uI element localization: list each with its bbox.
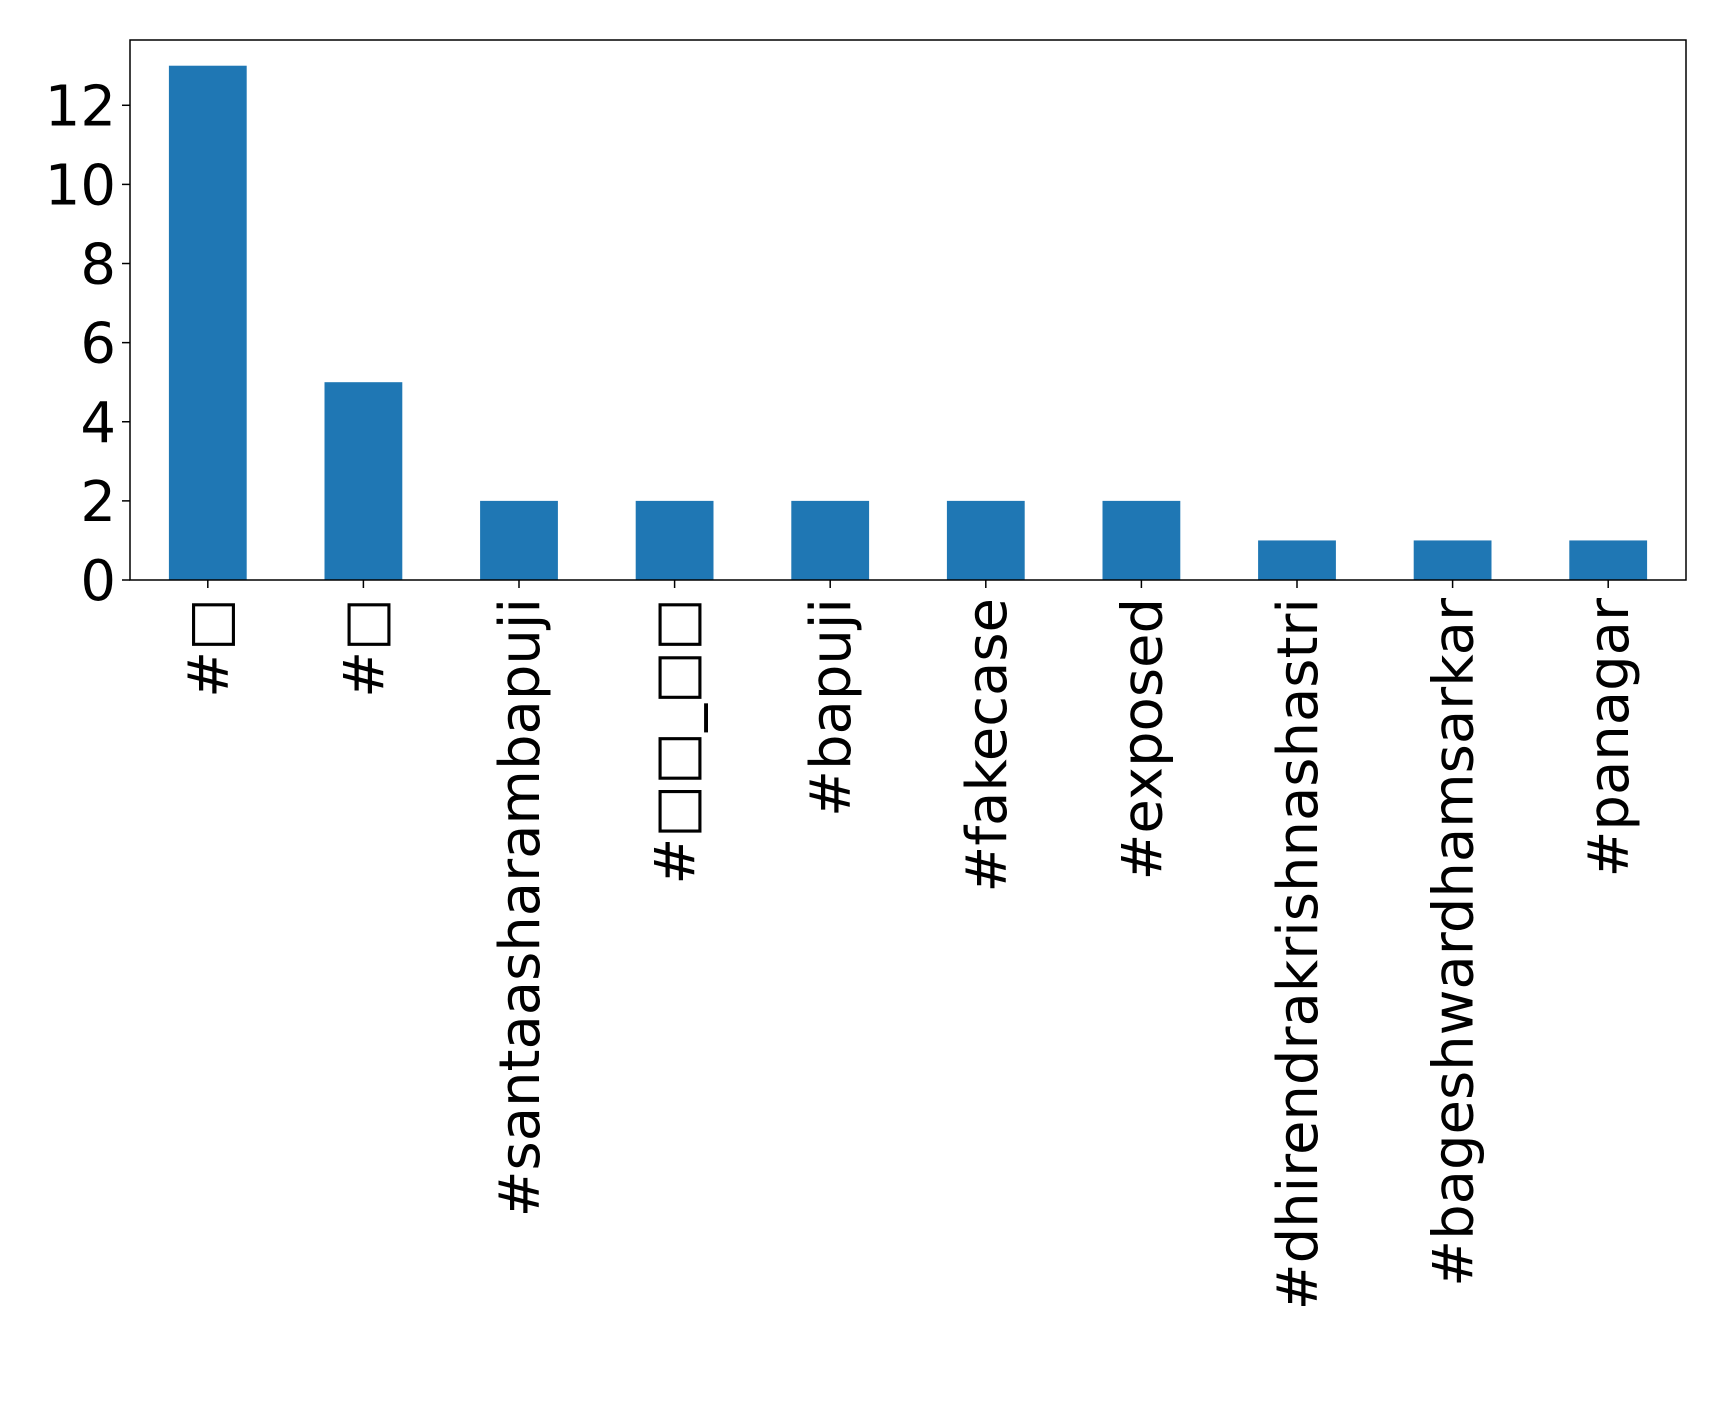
y-tick-label: 12 bbox=[45, 74, 116, 139]
x-tick-label: #exposed bbox=[1110, 598, 1175, 881]
y-tick-label: 0 bbox=[80, 549, 116, 614]
x-tick-label: #dhirendrakrishnashastri bbox=[1266, 598, 1331, 1310]
bar bbox=[168, 65, 247, 580]
y-axis: 0 2 4 6 8 10 12 bbox=[45, 74, 130, 614]
x-tick-label: #bapuji bbox=[799, 598, 864, 817]
x-tick-label: #fakecase bbox=[955, 598, 1020, 893]
bar bbox=[791, 500, 870, 580]
bar bbox=[324, 382, 403, 580]
y-tick-label: 2 bbox=[80, 470, 116, 535]
y-tick-label: 6 bbox=[80, 312, 116, 377]
x-axis: #□ #□ #santaasharambapuji #□□_□□ #bapuji #fak… bbox=[177, 580, 1642, 1310]
y-tick-label: 8 bbox=[80, 233, 116, 298]
y-tick-label: 10 bbox=[45, 153, 116, 218]
bar bbox=[946, 500, 1025, 580]
x-tick-label: #panagar bbox=[1577, 597, 1642, 877]
x-tick-label: #bageshwardhamsarkar bbox=[1422, 597, 1487, 1287]
bar bbox=[1258, 540, 1336, 580]
bar bbox=[1102, 500, 1181, 580]
x-tick-label: #□ bbox=[332, 598, 397, 698]
bar bbox=[1569, 540, 1648, 580]
bar bbox=[635, 500, 714, 580]
bar bbox=[480, 500, 558, 580]
plot-frame bbox=[129, 39, 1687, 581]
x-tick-label: #□□_□□ bbox=[644, 598, 709, 885]
x-tick-label: #□ bbox=[177, 598, 242, 698]
y-tick-label: 4 bbox=[80, 391, 116, 456]
x-tick-label: #santaasharambapuji bbox=[488, 598, 553, 1217]
bars-group bbox=[168, 65, 1648, 580]
bar bbox=[1413, 540, 1492, 580]
